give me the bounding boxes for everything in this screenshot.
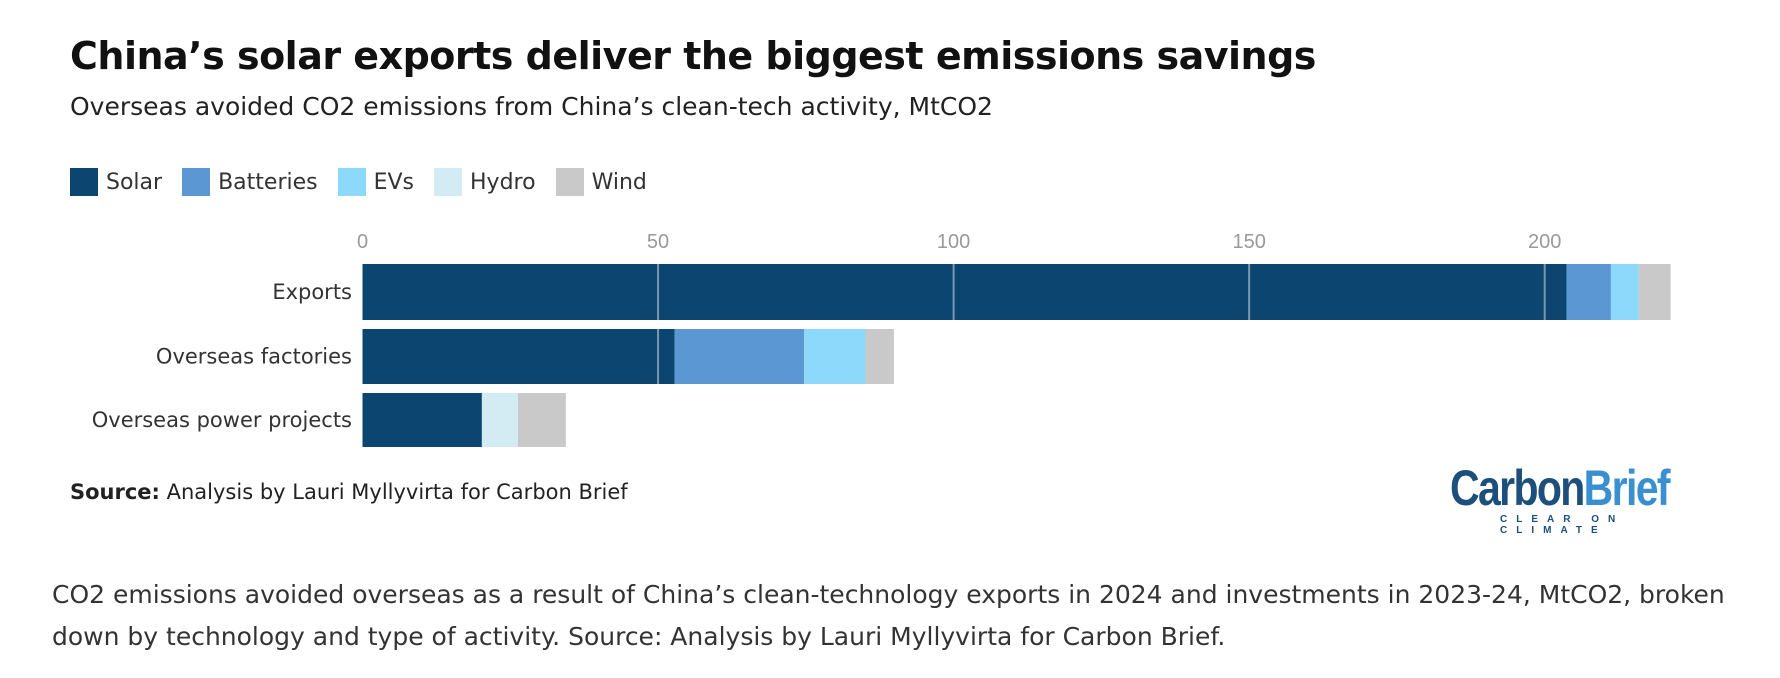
legend-label: Batteries xyxy=(218,169,318,195)
source-text: Analysis by Lauri Myllyvirta for Carbon … xyxy=(159,480,628,504)
bar-solar xyxy=(362,329,675,384)
category-label: Overseas factories xyxy=(156,345,352,369)
bar-batteries xyxy=(674,329,805,384)
source-label: Source: xyxy=(70,480,160,504)
legend-item-hydro: Hydro xyxy=(434,168,536,196)
legend-label: Hydro xyxy=(470,169,536,195)
category-label: Overseas power projects xyxy=(92,408,352,432)
bar-solar xyxy=(362,264,1567,320)
legend-swatch xyxy=(434,168,463,196)
bar-hydro xyxy=(481,393,518,447)
bar-wind xyxy=(865,329,894,384)
chart-title: China’s solar exports deliver the bigges… xyxy=(70,34,1316,78)
legend-label: Solar xyxy=(106,169,163,195)
carbon-brief-logo: CarbonBrief CLEAR ON CLIMATE xyxy=(1450,462,1685,536)
bar-evs xyxy=(804,329,866,384)
category-label: Exports xyxy=(272,280,352,304)
legend-swatch xyxy=(70,168,98,196)
source-note: Source: Analysis by Lauri Myllyvirta for… xyxy=(70,480,628,504)
legend-item-solar: Solar xyxy=(70,168,162,196)
legend: Solar Batteries EVs Hydro Wind xyxy=(70,168,647,196)
logo-word-brief: Brief xyxy=(1583,460,1671,516)
bar-chart: Exports Overseas factories Overseas power … xyxy=(92,231,1671,447)
logo-word-carbon: Carbon xyxy=(1450,460,1585,516)
x-tick-label: 50 xyxy=(647,231,669,253)
chart-subtitle: Overseas avoided CO2 emissions from Chin… xyxy=(70,92,993,121)
figure-caption: CO2 emissions avoided overseas as a resu… xyxy=(52,580,1725,651)
legend-swatch xyxy=(555,168,584,196)
bar-solar xyxy=(362,393,482,447)
logo-tagline: CLEAR ON CLIMATE xyxy=(1500,514,1625,536)
legend-label: Wind xyxy=(591,169,647,195)
x-tick-label: 100 xyxy=(937,231,970,253)
legend-item-evs: EVs xyxy=(337,168,415,196)
bar-evs xyxy=(1610,264,1639,320)
x-tick-label: 200 xyxy=(1528,231,1561,253)
legend-label: EVs xyxy=(373,169,415,195)
x-tick-label: 0 xyxy=(357,231,368,253)
x-tick-label: 150 xyxy=(1232,231,1265,253)
legend-item-wind: Wind xyxy=(555,168,647,196)
legend-swatch xyxy=(337,168,366,196)
bar-wind xyxy=(517,393,566,447)
bar-wind xyxy=(1638,264,1671,320)
legend-item-batteries: Batteries xyxy=(182,168,318,196)
legend-swatch xyxy=(182,168,211,196)
bar-batteries xyxy=(1566,264,1611,320)
